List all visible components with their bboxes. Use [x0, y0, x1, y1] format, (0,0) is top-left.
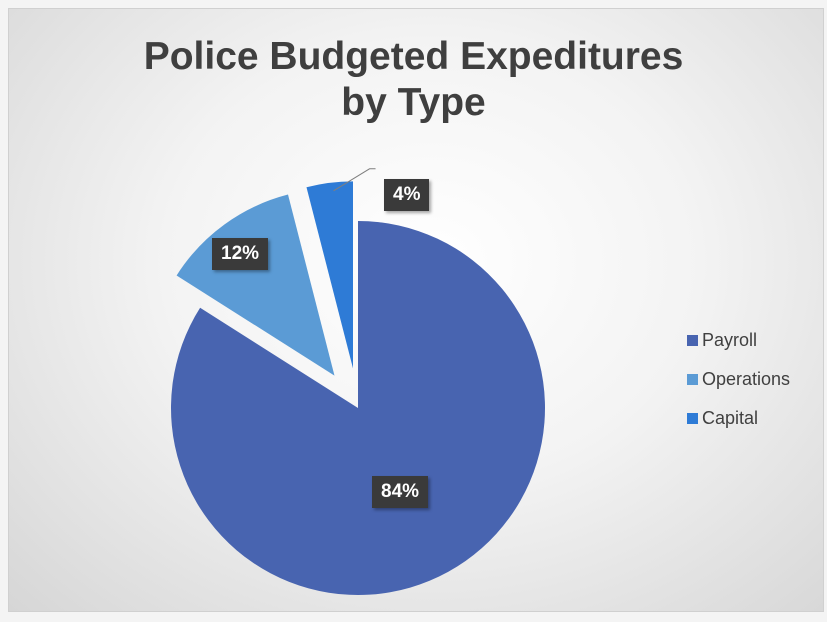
chart-title: Police Budgeted Expeditures by Type — [0, 34, 827, 126]
legend-label-capital: Capital — [702, 407, 759, 428]
legend-label-payroll: Payroll — [702, 329, 758, 350]
chart-title-line-2: by Type — [341, 81, 486, 124]
legend-item-payroll[interactable]: Payroll — [687, 327, 790, 353]
data-label-capital: 4% — [384, 179, 430, 211]
leader-line-capital — [333, 168, 376, 192]
pie-slice-capital[interactable] — [306, 181, 353, 369]
legend-swatch-operations — [687, 373, 698, 385]
data-label-operations: 12% — [212, 238, 269, 270]
legend-swatch-payroll — [687, 334, 698, 346]
pie-slice-payroll[interactable] — [170, 221, 545, 596]
legend: Payroll Operations Capital — [687, 327, 790, 444]
legend-item-capital[interactable]: Capital — [687, 405, 790, 431]
legend-item-operations[interactable]: Operations — [687, 366, 790, 392]
legend-swatch-capital — [687, 412, 698, 424]
legend-label-operations: Operations — [702, 368, 791, 389]
data-label-payroll: 84% — [372, 476, 429, 508]
chart-title-line-1: Police Budgeted Expeditures — [143, 35, 684, 78]
